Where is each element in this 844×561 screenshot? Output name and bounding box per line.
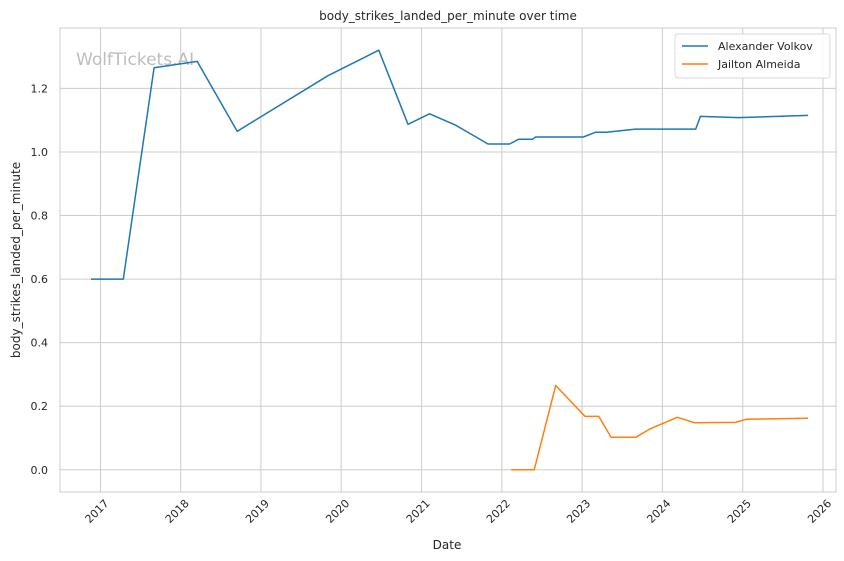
x-tick-label: 2023	[564, 497, 593, 526]
y-tick-label: 0.6	[31, 273, 49, 286]
legend-box	[674, 33, 831, 79]
x-tick-label: 2020	[323, 497, 352, 526]
x-tick-label: 2018	[163, 497, 192, 526]
chart-title: body_strikes_landed_per_minute over time	[319, 9, 577, 23]
x-tick-label: 2021	[404, 497, 433, 526]
legend: Alexander Volkov Jailton Almeida	[674, 33, 831, 79]
x-tick-label: 2017	[83, 497, 112, 526]
series-line-jailton-almeida	[511, 384, 809, 471]
y-tick-label: 0.8	[31, 210, 49, 223]
y-tick-label: 0.4	[31, 337, 49, 350]
series-lines	[91, 49, 809, 471]
grid	[60, 28, 836, 492]
x-tick-label: 2022	[484, 497, 513, 526]
x-tick-label: 2025	[725, 497, 754, 526]
y-tick-label: 0.0	[31, 464, 49, 477]
y-tick-labels: 0.0 0.2 0.4 0.6 0.8 1.0 1.2	[31, 82, 49, 476]
y-tick-label: 1.0	[31, 146, 49, 159]
y-tick-label: 0.2	[31, 400, 49, 413]
watermark: WolfTickets.AI	[76, 50, 194, 70]
x-axis-label: Date	[433, 538, 462, 552]
y-tick-label: 1.2	[31, 82, 49, 95]
legend-label-jailton-almeida: Jailton Almeida	[717, 58, 800, 71]
x-tick-labels: 2017 2018 2019 2020 2021 2022 2023 2024 2025 2026	[83, 497, 835, 526]
legend-label-alexander-volkov: Alexander Volkov	[718, 40, 813, 53]
x-tick-label: 2026	[805, 497, 834, 526]
series-line-alexander-volkov	[91, 49, 809, 280]
x-tick-label: 2019	[243, 497, 272, 526]
plot-frame	[59, 27, 837, 493]
y-axis-label: body_strikes_landed_per_minute	[9, 162, 23, 358]
x-tick-label: 2024	[644, 497, 673, 526]
